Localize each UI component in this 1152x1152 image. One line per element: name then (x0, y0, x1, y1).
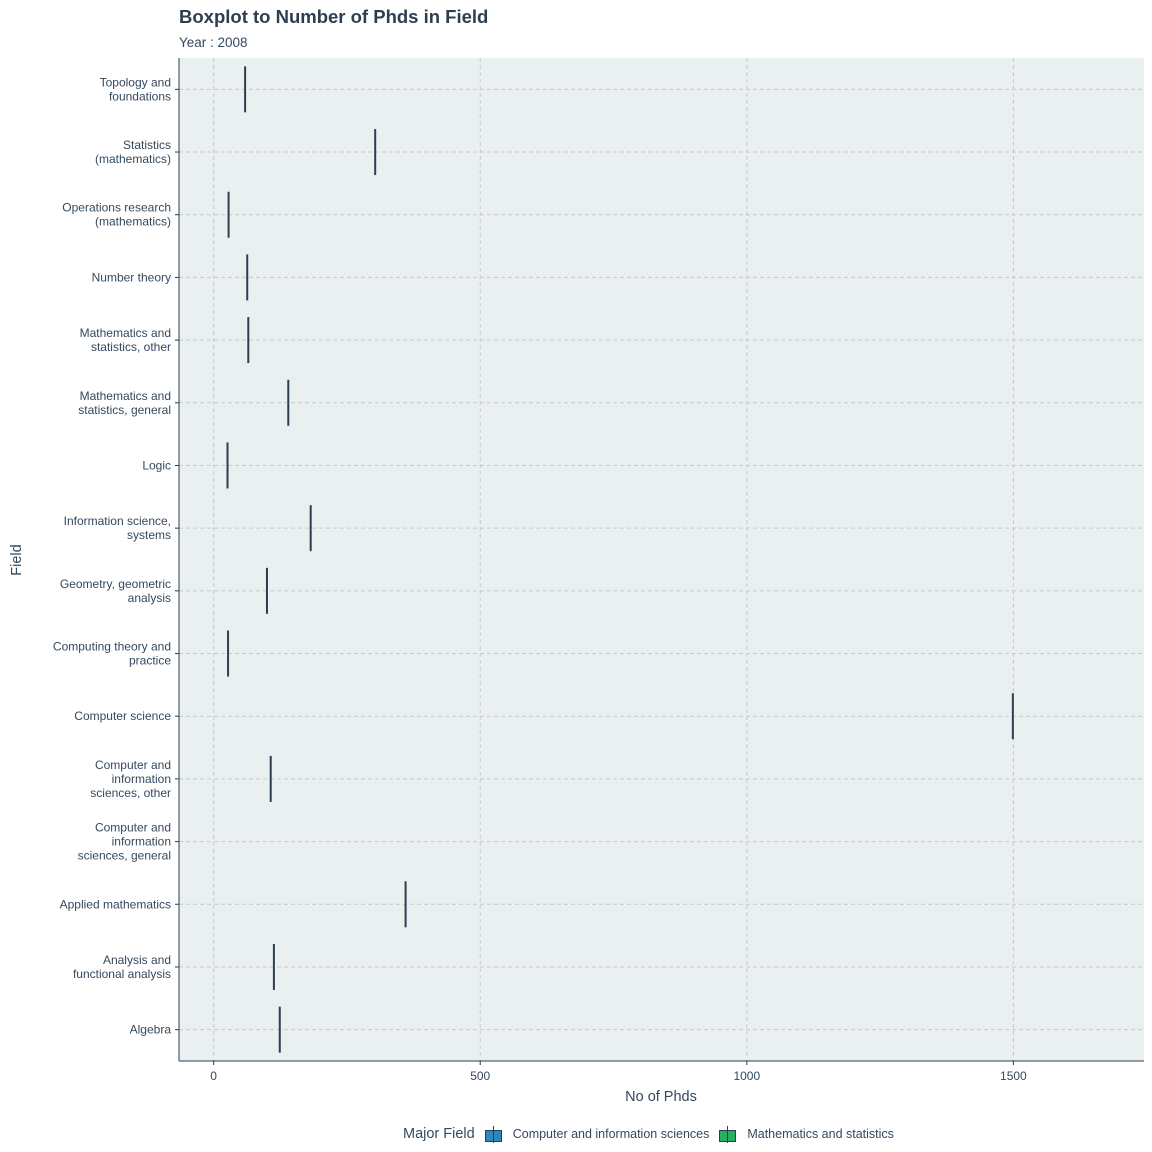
y-axis-title: Field (9, 544, 25, 576)
chart-title: Boxplot to Number of Phds in Field (179, 6, 489, 27)
x-tick-label-1: 500 (470, 1069, 490, 1083)
y-tick-label-9: Logic (142, 458, 171, 472)
y-tick-label-4: Computer and information sciences, other (90, 758, 171, 800)
x-axis-title: No of Phds (625, 1089, 697, 1105)
y-tick-label-2: Applied mathematics (60, 897, 171, 911)
legend-item-math: Mathematics and statistics (719, 1125, 894, 1143)
y-tick-label-1: Analysis and functional analysis (73, 953, 171, 981)
y-tick-label-3: Computer and information sciences, general (78, 821, 171, 863)
x-tick-label-3: 1500 (1000, 1069, 1027, 1083)
legend-key-math (719, 1125, 737, 1143)
y-tick-label-5: Computer science (74, 709, 171, 723)
y-tick-label-10: Mathematics and statistics, general (78, 389, 171, 417)
chart-subtitle: Year : 2008 (179, 35, 248, 50)
legend-label-computer: Computer and information sciences (512, 1127, 710, 1141)
y-tick-label-13: Operations research (mathematics) (62, 201, 171, 229)
legend-item-computer: Computer and information sciences (484, 1125, 710, 1143)
legend-title: Major Field (403, 1126, 475, 1142)
axes (175, 58, 1144, 1065)
y-tick-label-6: Computing theory and practice (53, 640, 171, 668)
x-tick-label-0: 0 (210, 1069, 217, 1083)
grid-lines (179, 58, 1144, 1061)
tick-labels: 0 500 1000 1500 Algebra Analysis and functiona… (53, 75, 1027, 1083)
y-tick-label-11: Mathematics and statistics, other (80, 326, 171, 354)
legend-label-math: Mathematics and statistics (747, 1127, 894, 1141)
y-tick-label-8: Information science, systems (64, 514, 171, 542)
panel-background (179, 58, 1144, 1061)
y-tick-label-15: Topology and foundations (100, 75, 171, 103)
y-tick-label-0: Algebra (130, 1023, 172, 1037)
y-tick-label-14: Statistics (mathematics) (95, 138, 171, 166)
y-tick-label-7: Geometry, geometric analysis (60, 577, 171, 605)
data-marks (226, 66, 1014, 1053)
x-tick-label-2: 1000 (733, 1069, 760, 1083)
legend-key-computer (484, 1125, 502, 1143)
y-tick-label-12: Number theory (92, 270, 171, 284)
legend: Major Field Computer and information sci… (403, 1124, 904, 1144)
